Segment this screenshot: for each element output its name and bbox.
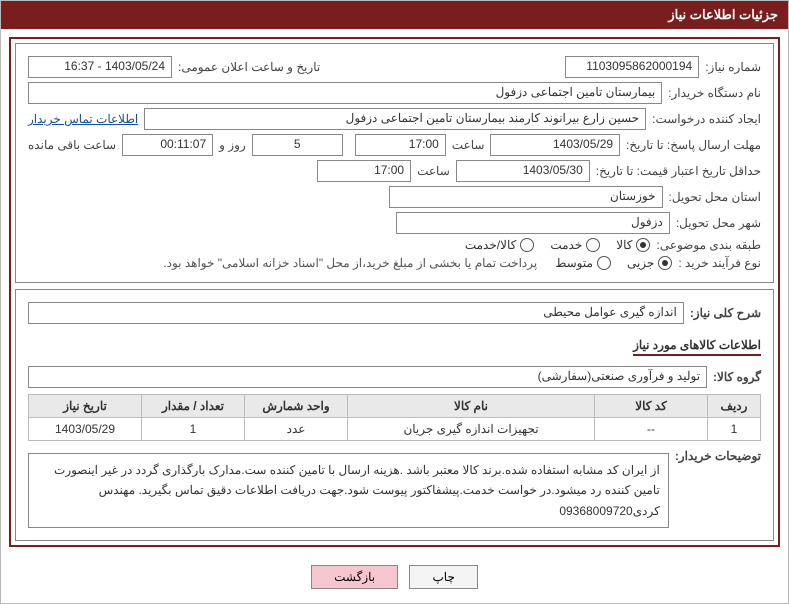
th-name: نام کالا bbox=[348, 395, 595, 418]
th-code: کد کالا bbox=[595, 395, 708, 418]
label-announce-dt: تاریخ و ساعت اعلان عمومی: bbox=[178, 60, 320, 74]
radio-label-medium: متوسط bbox=[555, 256, 593, 270]
value-days: 5 bbox=[252, 134, 343, 156]
value-city: دزفول bbox=[396, 212, 670, 234]
table-row: 1--تجهیزات اندازه گیری جریانعدد11403/05/… bbox=[29, 418, 761, 441]
radio-dot-kala bbox=[636, 238, 650, 252]
value-buyer-notes: از ایران کد مشابه استفاده شده.برند کالا … bbox=[28, 453, 669, 528]
radio-dot-medium bbox=[597, 256, 611, 270]
value-buyer-org: بیمارستان تامین اجتماعی دزفول bbox=[28, 82, 662, 104]
label-goods-group: گروه کالا: bbox=[713, 370, 761, 384]
radio-medium[interactable]: متوسط bbox=[555, 256, 611, 270]
label-buyer-notes: توضیحات خریدار: bbox=[675, 449, 761, 463]
value-announce-dt: 1403/05/24 - 16:37 bbox=[28, 56, 172, 78]
value-province: خوزستان bbox=[389, 186, 663, 208]
cell-qty: 1 bbox=[142, 418, 245, 441]
radio-dot-partial bbox=[658, 256, 672, 270]
back-button[interactable]: بازگشت bbox=[311, 565, 398, 589]
label-min-valid: حداقل تاریخ اعتبار قیمت: تا تاریخ: bbox=[596, 164, 761, 178]
print-button[interactable]: چاپ bbox=[409, 565, 477, 589]
radio-kala[interactable]: کالا bbox=[616, 238, 650, 252]
payment-note: پرداخت تمام یا بخشی از مبلغ خرید،از محل … bbox=[163, 256, 537, 270]
cell-unit: عدد bbox=[245, 418, 348, 441]
th-date: تاریخ نیاز bbox=[29, 395, 142, 418]
radio-dot-khedmat bbox=[586, 238, 600, 252]
page-title: جزئیات اطلاعات نیاز bbox=[1, 1, 788, 29]
value-resp-time: 17:00 bbox=[355, 134, 446, 156]
label-resp-deadline: مهلت ارسال پاسخ: تا تاریخ: bbox=[626, 138, 761, 152]
label-need-no: شماره نیاز: bbox=[705, 60, 761, 74]
radio-label-khedmat: خدمت bbox=[550, 238, 582, 252]
label-rooz: روز و bbox=[219, 138, 246, 152]
value-min-time: 17:00 bbox=[317, 160, 411, 182]
cell-name: تجهیزات اندازه گیری جریان bbox=[348, 418, 595, 441]
value-min-date: 1403/05/30 bbox=[456, 160, 590, 182]
cell-idx: 1 bbox=[708, 418, 761, 441]
value-requester: حسین زارع بیرانوند کارمند بیمارستان تامی… bbox=[144, 108, 646, 130]
radio-khedmat[interactable]: خدمت bbox=[550, 238, 600, 252]
th-row: ردیف bbox=[708, 395, 761, 418]
th-unit: واحد شمارش bbox=[245, 395, 348, 418]
label-saat-2: ساعت bbox=[417, 164, 450, 178]
buyer-contact-link[interactable]: اطلاعات تماس خریدار bbox=[28, 112, 138, 126]
th-qty: تعداد / مقدار bbox=[142, 395, 245, 418]
radio-partial[interactable]: جزیی bbox=[627, 256, 672, 270]
cell-code: -- bbox=[595, 418, 708, 441]
label-summary: شرح کلی نیاز: bbox=[690, 306, 761, 320]
value-goods-group: تولید و فرآوری صنعتی(سفارشی) bbox=[28, 366, 707, 388]
radio-label-partial: جزیی bbox=[627, 256, 654, 270]
value-resp-date: 1403/05/29 bbox=[490, 134, 620, 156]
label-requester: ایجاد کننده درخواست: bbox=[652, 112, 761, 126]
value-summary: اندازه گیری عوامل محیطی bbox=[28, 302, 684, 324]
cell-date: 1403/05/29 bbox=[29, 418, 142, 441]
label-buyer-org: نام دستگاه خریدار: bbox=[668, 86, 761, 100]
radio-dot-both bbox=[520, 238, 534, 252]
value-need-no: 1103095862000194 bbox=[565, 56, 699, 78]
radio-label-both: کالا/خدمت bbox=[465, 238, 516, 252]
label-saat-1: ساعت bbox=[452, 138, 485, 152]
value-remain-hms: 00:11:07 bbox=[122, 134, 213, 156]
label-purchase-type: نوع فرآیند خرید : bbox=[678, 256, 761, 270]
label-city: شهر محل تحویل: bbox=[676, 216, 761, 230]
radio-both[interactable]: کالا/خدمت bbox=[465, 238, 534, 252]
label-classification: طبقه بندی موضوعی: bbox=[656, 238, 761, 252]
items-table: ردیف کد کالا نام کالا واحد شمارش تعداد /… bbox=[28, 394, 761, 441]
label-remain: ساعت باقی مانده bbox=[28, 138, 116, 152]
section-goods: اطلاعات کالاهای مورد نیاز bbox=[633, 338, 761, 356]
label-province: استان محل تحویل: bbox=[669, 190, 761, 204]
radio-label-kala: کالا bbox=[616, 238, 632, 252]
